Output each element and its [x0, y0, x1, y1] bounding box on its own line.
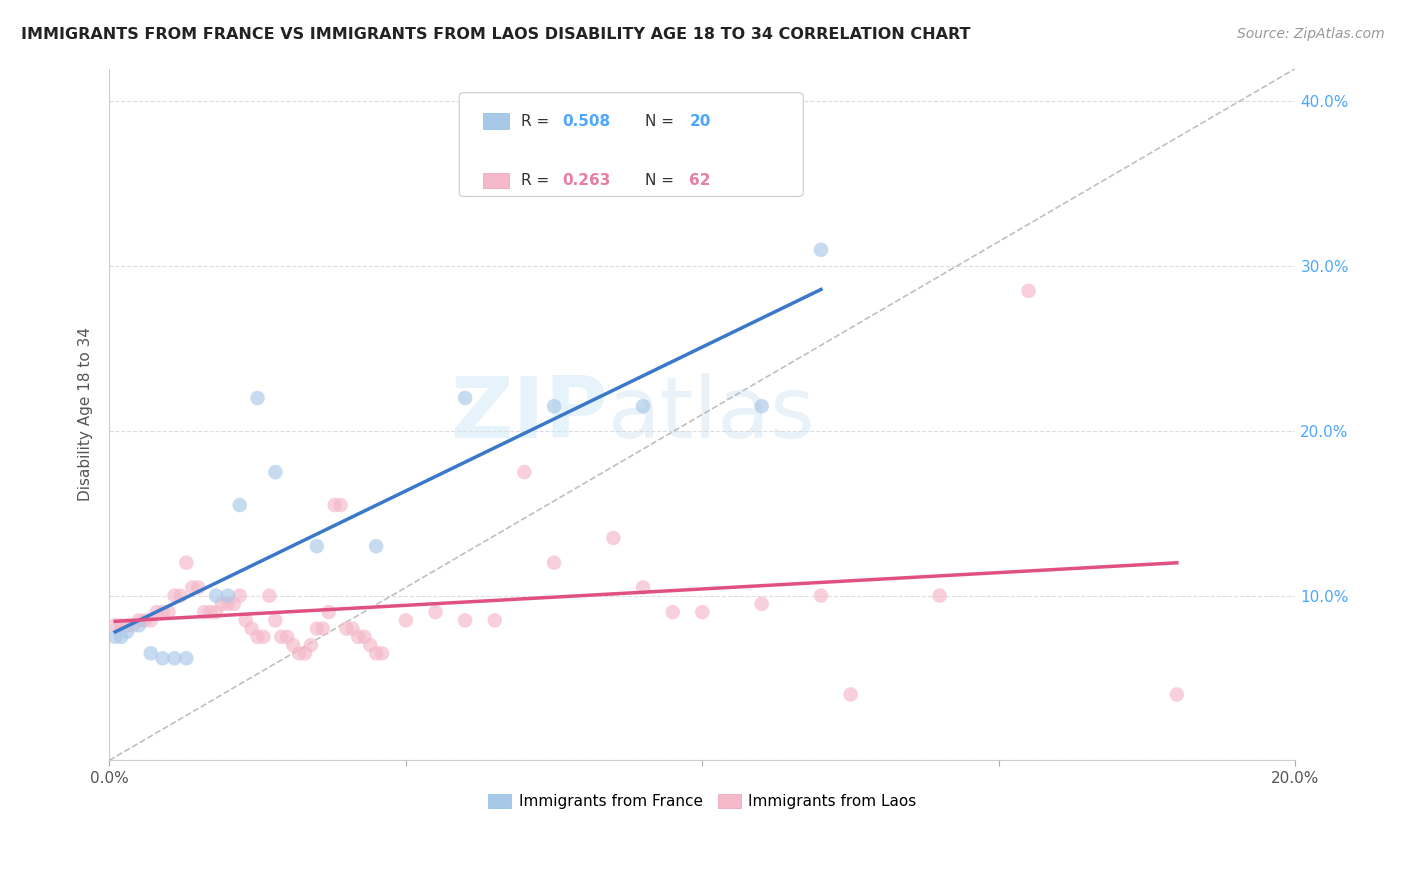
- Point: [205, 605, 228, 619]
- Point: [217, 597, 239, 611]
- Point: [198, 605, 221, 619]
- Point: [222, 597, 245, 611]
- Text: R =: R =: [520, 173, 554, 187]
- Point: [229, 498, 252, 512]
- Point: [169, 589, 191, 603]
- FancyBboxPatch shape: [482, 113, 509, 128]
- Point: [347, 630, 370, 644]
- Point: [299, 638, 322, 652]
- Text: IMMIGRANTS FROM FRANCE VS IMMIGRANTS FROM LAOS DISABILITY AGE 18 TO 34 CORRELATI: IMMIGRANTS FROM FRANCE VS IMMIGRANTS FRO…: [21, 27, 970, 42]
- Point: [1166, 688, 1188, 702]
- Point: [359, 638, 381, 652]
- Point: [425, 605, 447, 619]
- Text: 0.508: 0.508: [562, 113, 610, 128]
- Point: [104, 618, 127, 632]
- Point: [217, 589, 239, 603]
- Point: [318, 605, 340, 619]
- Point: [751, 399, 773, 413]
- Point: [454, 391, 477, 405]
- Point: [128, 618, 150, 632]
- Point: [264, 465, 287, 479]
- Point: [122, 618, 145, 632]
- Point: [454, 613, 477, 627]
- Point: [187, 581, 209, 595]
- Point: [157, 605, 180, 619]
- Point: [335, 622, 357, 636]
- Point: [810, 589, 832, 603]
- Point: [543, 399, 565, 413]
- FancyBboxPatch shape: [460, 93, 803, 196]
- Point: [176, 556, 198, 570]
- Point: [181, 581, 204, 595]
- Point: [294, 646, 316, 660]
- Text: N =: N =: [645, 173, 679, 187]
- Point: [229, 589, 252, 603]
- Point: [342, 622, 364, 636]
- Text: 62: 62: [689, 173, 711, 187]
- Y-axis label: Disability Age 18 to 34: Disability Age 18 to 34: [79, 327, 93, 501]
- Point: [631, 399, 654, 413]
- Point: [152, 651, 174, 665]
- Point: [1018, 284, 1040, 298]
- Point: [366, 539, 388, 553]
- Point: [543, 556, 565, 570]
- Point: [312, 622, 335, 636]
- Point: [163, 589, 186, 603]
- Point: [205, 589, 228, 603]
- Point: [305, 539, 328, 553]
- Point: [139, 646, 162, 660]
- Text: 0.263: 0.263: [562, 173, 610, 187]
- Point: [264, 613, 287, 627]
- Point: [110, 630, 132, 644]
- Point: [631, 581, 654, 595]
- Point: [128, 613, 150, 627]
- Point: [371, 646, 394, 660]
- Point: [281, 638, 304, 652]
- Point: [751, 597, 773, 611]
- Point: [145, 605, 167, 619]
- Point: [329, 498, 352, 512]
- Point: [211, 597, 233, 611]
- Point: [602, 531, 624, 545]
- Point: [323, 498, 346, 512]
- Point: [353, 630, 375, 644]
- Point: [104, 630, 127, 644]
- Point: [134, 613, 156, 627]
- Text: 20: 20: [689, 113, 710, 128]
- Text: ZIP: ZIP: [450, 373, 607, 456]
- Legend: Immigrants from France, Immigrants from Laos: Immigrants from France, Immigrants from …: [482, 788, 922, 815]
- Text: R =: R =: [520, 113, 554, 128]
- Point: [928, 589, 950, 603]
- Point: [270, 630, 292, 644]
- Point: [252, 630, 274, 644]
- Point: [246, 391, 269, 405]
- Point: [176, 651, 198, 665]
- Point: [810, 243, 832, 257]
- Point: [152, 605, 174, 619]
- Point: [288, 646, 311, 660]
- FancyBboxPatch shape: [482, 173, 509, 188]
- Point: [115, 624, 138, 639]
- Point: [163, 651, 186, 665]
- Point: [513, 465, 536, 479]
- Point: [246, 630, 269, 644]
- Point: [839, 688, 862, 702]
- Point: [484, 613, 506, 627]
- Point: [305, 622, 328, 636]
- Text: Source: ZipAtlas.com: Source: ZipAtlas.com: [1237, 27, 1385, 41]
- Point: [139, 613, 162, 627]
- Point: [235, 613, 257, 627]
- Point: [259, 589, 281, 603]
- Point: [395, 613, 418, 627]
- Text: atlas: atlas: [607, 373, 815, 456]
- Point: [692, 605, 714, 619]
- Point: [661, 605, 683, 619]
- Point: [240, 622, 263, 636]
- Point: [276, 630, 298, 644]
- Point: [110, 618, 132, 632]
- Point: [115, 618, 138, 632]
- Point: [193, 605, 215, 619]
- Text: N =: N =: [645, 113, 679, 128]
- Point: [366, 646, 388, 660]
